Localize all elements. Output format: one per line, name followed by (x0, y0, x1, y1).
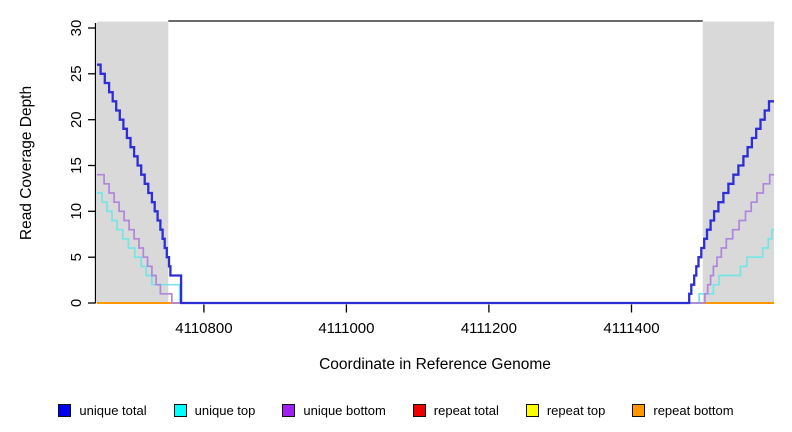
x-tick-label: 4111400 (603, 320, 659, 337)
legend-item-unique-total: unique total (58, 402, 147, 418)
shaded-region (97, 21, 169, 304)
legend-swatch-unique-bottom (282, 403, 296, 417)
legend-label: unique bottom (303, 402, 386, 418)
y-tick-label: 20 (68, 111, 85, 128)
legend-swatch-unique-total (58, 403, 72, 417)
y-tick-label: 10 (68, 203, 85, 220)
y-tick-label: 25 (68, 65, 85, 82)
legend-item-unique-bottom: unique bottom (282, 402, 386, 418)
legend-swatch-unique-top (173, 403, 187, 417)
series-path-unique-top (97, 192, 774, 304)
y-tick-label: 0 (68, 299, 85, 307)
legend-label: unique top (194, 402, 256, 418)
y-tick-label: 30 (68, 20, 85, 37)
legend-item-repeat-top: repeat top (525, 402, 606, 418)
series-path-unique-total (97, 63, 774, 305)
legend-label: repeat top (546, 402, 606, 418)
coverage-chart-svg: 0 5 10 15 20 25 30 4110800 4111000 4111200 4111400… (18, 20, 774, 373)
x-axis-title: Coordinate in Reference Genome (319, 356, 551, 373)
legend-label: repeat bottom (653, 402, 734, 418)
legend-label: repeat total (433, 402, 499, 418)
legend-label: unique total (79, 402, 147, 418)
y-axis-title: Read Coverage Depth (18, 86, 35, 240)
x-tick-label: 4111000 (318, 320, 374, 337)
legend-item-repeat-bottom: repeat bottom (632, 402, 734, 418)
legend-swatch-repeat-top (525, 403, 539, 417)
legend-swatch-repeat-bottom (632, 403, 646, 417)
legend-swatch-repeat-total (412, 403, 426, 417)
shaded-region (702, 21, 774, 304)
chart-layers: 0 5 10 15 20 25 30 4110800 4111000 4111200 4111400 (68, 20, 774, 337)
legend-item-unique-top: unique top (173, 402, 256, 418)
y-tick-label: 5 (68, 253, 85, 261)
x-tick-label: 4110800 (175, 320, 232, 337)
y-tick-label: 15 (68, 157, 85, 174)
legend: unique total unique top unique bottom repea… (0, 398, 792, 422)
x-tick-label: 4111200 (461, 320, 517, 337)
series-path-unique-bottom (97, 173, 774, 304)
legend-item-repeat-total: repeat total (412, 402, 499, 418)
